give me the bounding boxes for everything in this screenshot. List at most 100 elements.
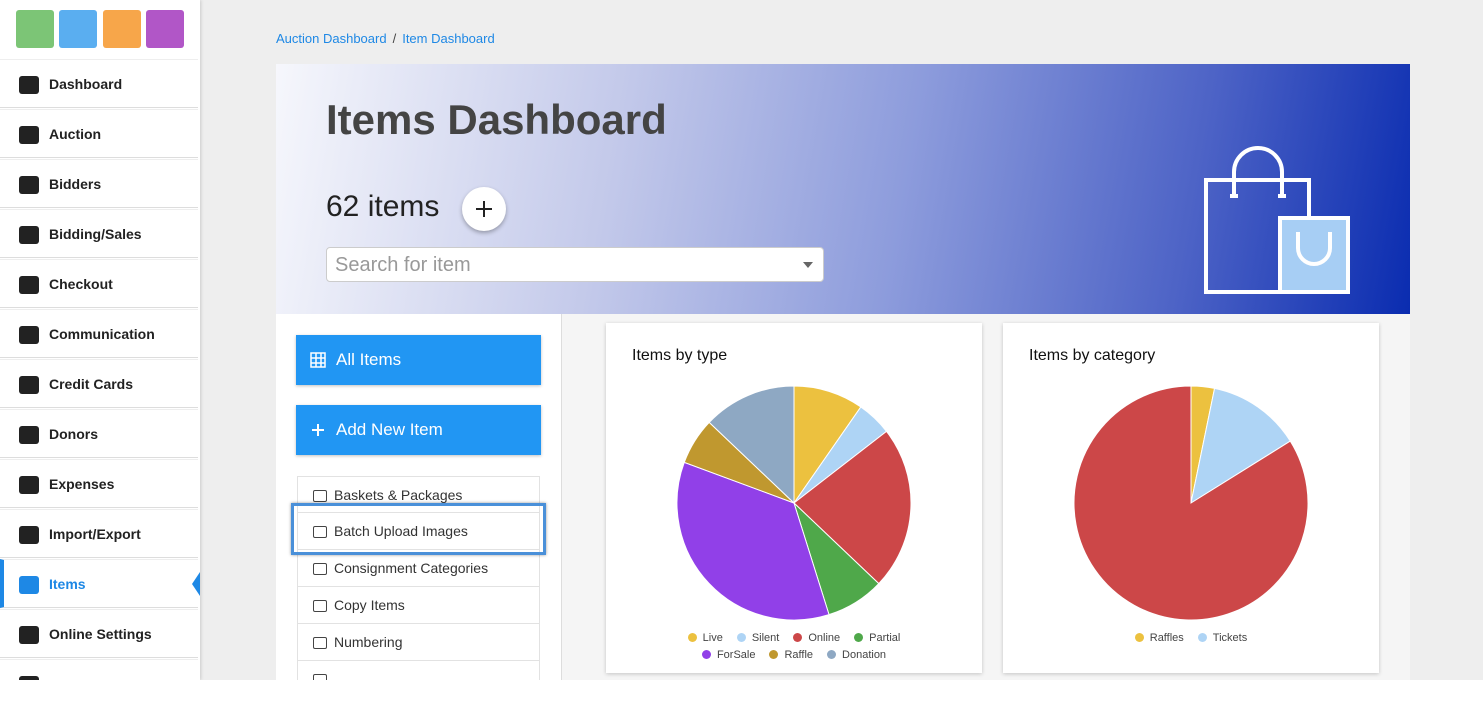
globe-button[interactable] — [103, 10, 141, 48]
breadcrumb-separator: / — [392, 31, 397, 46]
nav-icon — [19, 576, 39, 594]
nav-item[interactable]: Bidders — [0, 159, 198, 208]
legend-row: ForSale Raffle Donation — [606, 646, 982, 663]
nav-item[interactable]: Donors — [0, 409, 198, 458]
chart-title: Items by type — [632, 347, 728, 364]
legend-label: Donation — [842, 648, 887, 661]
menu-item[interactable] — [297, 661, 540, 680]
people-button[interactable] — [59, 10, 97, 48]
highlight — [291, 503, 546, 555]
menu-label: Numbering — [334, 634, 403, 650]
nav-icon — [19, 626, 39, 644]
legend-swatch — [793, 633, 803, 642]
nav-label: Expenses — [49, 475, 115, 492]
divider — [561, 334, 562, 680]
legend: Raffles Tickets — [1003, 629, 1379, 646]
chart-card: Items by category Raffles Tickets — [1003, 323, 1379, 673]
tag-button[interactable] — [16, 10, 54, 48]
nav-icon — [19, 176, 39, 194]
nav-item[interactable] — [0, 659, 198, 680]
breadcrumb-link[interactable]: Auction Dashboard — [276, 31, 387, 46]
legend: Live Silent Online Partial ForSale Raffle Dona… — [606, 629, 982, 663]
legend-item: Silent — [736, 631, 780, 644]
content: All Items Add New Item Baskets & Package… — [276, 314, 1410, 680]
pie-slice — [676, 461, 830, 621]
chart-card: Items by type Live Silent Online Partial ForS… — [606, 323, 982, 673]
search-placeholder: Search for item — [335, 254, 471, 276]
legend-label: Tickets — [1212, 631, 1248, 644]
pie-chart — [1073, 385, 1309, 621]
legend-swatch — [1134, 633, 1144, 642]
nav-label: Items — [49, 575, 86, 592]
nav-label: Auction — [49, 125, 102, 142]
legend-label: ForSale — [716, 648, 756, 661]
add-button[interactable] — [462, 187, 506, 231]
menu-label: Batch Upload Images — [334, 523, 468, 539]
menu-item[interactable]: Baskets & Packages — [297, 476, 540, 513]
nav-item[interactable]: Expenses — [0, 459, 198, 508]
nav-item[interactable]: Bidding/Sales — [0, 209, 198, 258]
legend-item: Raffle — [769, 649, 813, 661]
pie-slice — [1073, 385, 1309, 621]
menu-item[interactable]: Numbering — [297, 624, 540, 661]
help-button[interactable] — [146, 10, 184, 48]
menu-label: Consignment Categories — [334, 560, 489, 576]
nav-item[interactable]: Dashboard — [0, 59, 198, 108]
nav-label: Checkout — [49, 275, 113, 292]
nav-item[interactable]: Checkout — [0, 259, 198, 308]
pie-slice — [1190, 387, 1291, 505]
nav-label: Bidders — [49, 175, 102, 192]
nav-item[interactable]: Items — [0, 559, 198, 608]
legend-swatch — [769, 650, 779, 659]
legend-swatch — [701, 650, 711, 659]
legend-swatch — [854, 633, 864, 642]
legend-label: Online — [808, 631, 841, 644]
nav-icon — [19, 376, 39, 394]
legend-label: Raffles — [1149, 631, 1184, 644]
legend-row: Raffles Tickets — [1003, 629, 1379, 646]
legend-swatch — [827, 650, 837, 659]
menu-icon — [313, 600, 327, 612]
bag-icon — [1204, 146, 1350, 294]
nav-icon — [19, 326, 39, 344]
all-items-button[interactable]: All Items — [296, 335, 541, 385]
search-box[interactable]: Search for item — [326, 247, 824, 282]
nav-item[interactable]: Online Settings — [0, 609, 198, 658]
nav-item[interactable]: Credit Cards — [0, 359, 198, 408]
menu-item[interactable]: Copy Items — [297, 587, 540, 624]
sidebar: Dashboard Auction Bidders Bidding/Sales Chec… — [0, 0, 200, 680]
active-arrow — [192, 572, 200, 596]
legend-swatch — [687, 633, 697, 642]
legend-item: Partial — [854, 632, 900, 644]
menu-label: Baskets & Packages — [334, 486, 463, 503]
menu-icon — [313, 637, 327, 649]
nav-icon — [19, 526, 39, 544]
menu-item[interactable]: Consignment Categories — [297, 550, 540, 587]
nav-label: Dashboard — [49, 75, 123, 92]
add-item-button[interactable]: Add New Item — [296, 405, 541, 455]
nav-item[interactable]: Import/Export — [0, 509, 198, 558]
menu-item[interactable]: Batch Upload Images — [297, 513, 540, 550]
breadcrumb-link[interactable]: Item Dashboard — [402, 31, 495, 46]
nav-icon — [19, 126, 39, 144]
breadcrumb: Auction Dashboard / Item Dashboard — [276, 31, 495, 46]
nav-icon — [19, 426, 39, 444]
button-label: Add New Item — [336, 420, 443, 439]
nav-label: Online Settings — [49, 625, 152, 642]
nav-item[interactable]: Communication — [0, 309, 198, 358]
legend-row: Live Silent Online Partial — [606, 629, 982, 646]
app: Dashboard Auction Bidders Bidding/Sales Chec… — [0, 0, 1483, 680]
legend-swatch — [1197, 633, 1207, 642]
nav-label: Credit Cards — [49, 375, 134, 392]
pie-slice — [708, 385, 795, 505]
menu-icon — [313, 526, 327, 538]
nav-item[interactable]: Auction — [0, 109, 198, 158]
nav-icon — [19, 276, 39, 294]
legend-item: Donation — [827, 649, 886, 661]
nav-label: Communication — [49, 325, 155, 342]
pie-slice — [793, 430, 912, 585]
legend-label: Silent — [751, 631, 780, 644]
page-title: Items Dashboard — [326, 96, 667, 143]
banner: Items Dashboard 62 items Search for item — [276, 64, 1410, 314]
